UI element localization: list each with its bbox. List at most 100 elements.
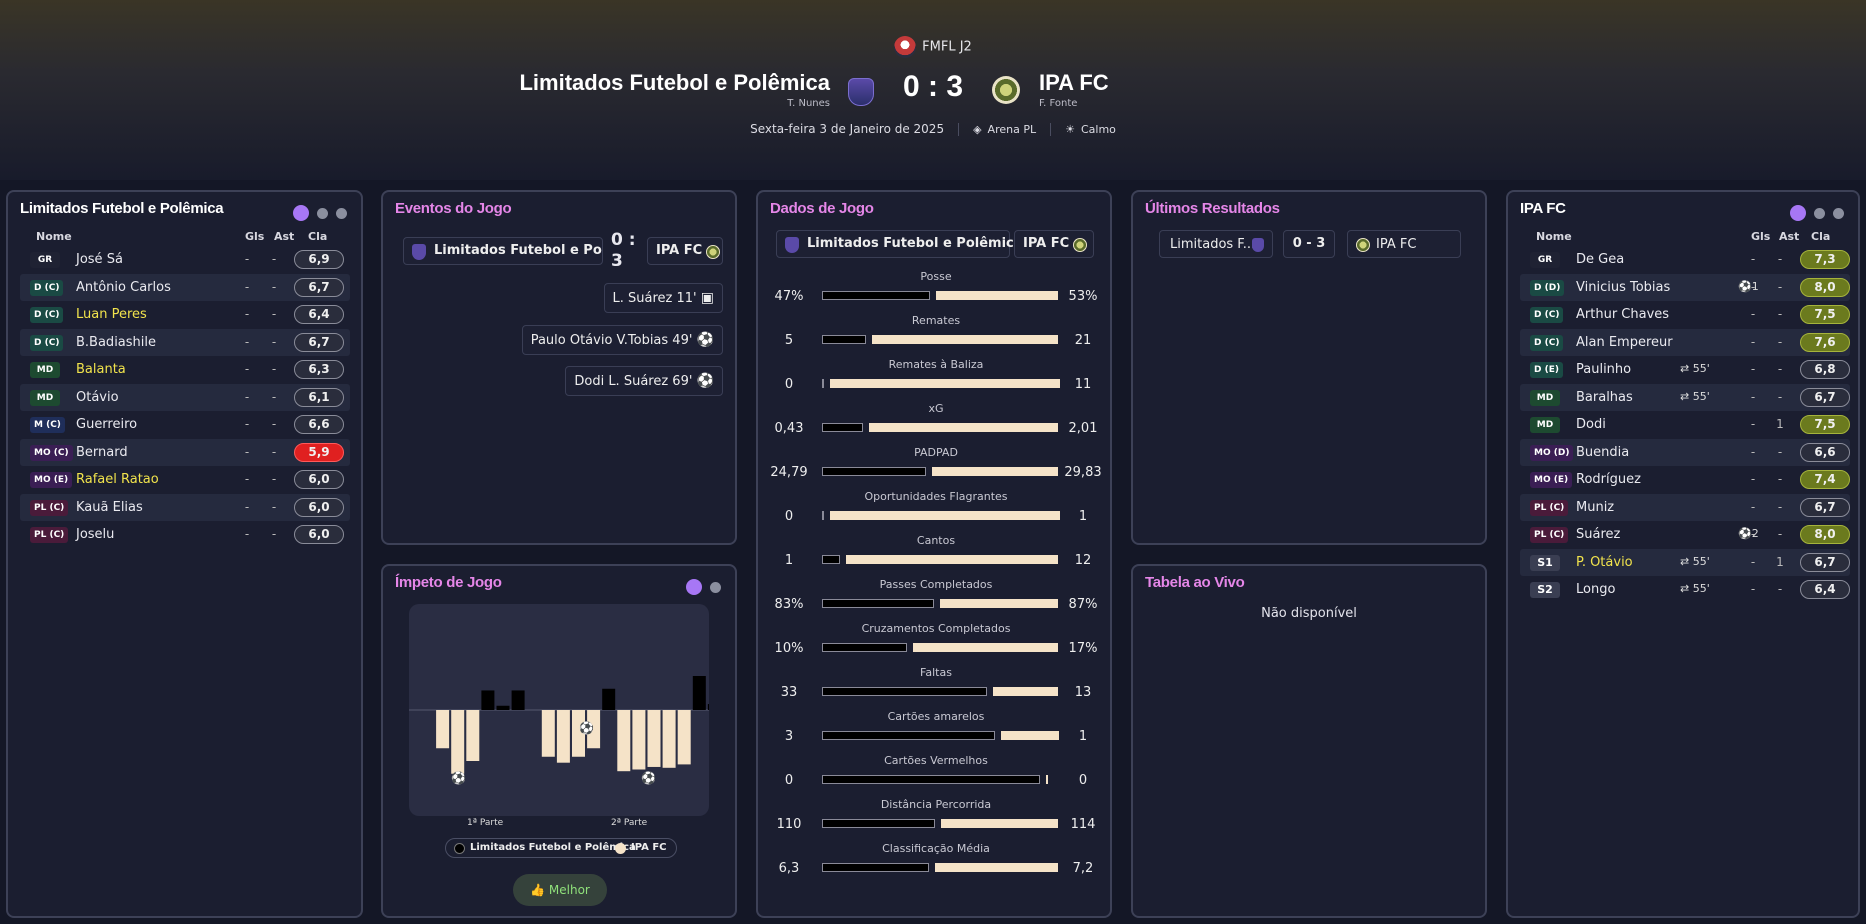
player-row[interactable]: D (C) Alan Empereur - - 7,6 [1520,328,1850,356]
player-row[interactable]: MD Balanta - - 6,3 [20,356,350,384]
player-row[interactable]: PL (C) Kauã Elias - - 6,0 [20,493,350,521]
page-dot[interactable] [710,582,721,593]
player-goals: - [244,417,250,431]
player-name[interactable]: Buendia [1576,444,1630,460]
position-badge: D (E) [1530,362,1563,378]
player-row[interactable]: S1 P. Otávio ⇄ 55' - 1 6,7 [1520,548,1850,576]
player-name[interactable]: Arthur Chaves [1576,307,1670,322]
player-name[interactable]: Vinicius Tobias [1576,279,1671,295]
page-dot[interactable] [1814,208,1825,219]
panel-pager [285,204,347,223]
player-name[interactable]: Rafael Ratao [76,472,159,487]
player-row[interactable]: D (C) Antônio Carlos - - 6,7 [20,273,350,301]
player-name[interactable]: B.Badiashile [76,334,156,350]
player-assists: 1 [1776,417,1784,431]
header-name[interactable]: Nome [36,230,72,243]
page-dot[interactable] [1833,208,1844,219]
player-row[interactable]: MO (C) Bernard - - 5,9 [20,438,350,466]
player-name[interactable]: Alan Empereur [1576,334,1673,350]
result-away-team[interactable]: IPA FC [1347,230,1461,258]
player-row[interactable]: MO (E) Rodríguez - - 7,4 [1520,466,1850,494]
header-gls[interactable]: Gls [1751,230,1771,243]
player-row[interactable]: GR De Gea - - 7,3 [1520,246,1850,274]
player-name[interactable]: Longo [1576,582,1616,597]
header-cla[interactable]: Cla [308,230,328,243]
result-home-team[interactable]: Limitados F... [1159,230,1273,258]
player-row[interactable]: PL (C) Joselu - - 6,0 [20,521,350,549]
player-name[interactable]: Otávio [76,389,119,405]
player-row[interactable]: M (C) Guerreiro - - 6,6 [20,411,350,439]
player-name[interactable]: Rodríguez [1576,472,1641,487]
player-name[interactable]: Suárez [1576,527,1621,542]
player-rating: 6,4 [294,305,344,324]
player-row[interactable]: D (C) Luan Peres - - 6,4 [20,301,350,329]
match-date: Sexta-feira 3 de Janeiro de 2025 [750,122,945,136]
player-name[interactable]: Luan Peres [76,307,147,322]
player-name[interactable]: Bernard [76,444,128,460]
page-dot-active[interactable] [293,205,309,221]
result-score[interactable]: 0 - 3 [1283,230,1335,258]
player-row[interactable]: MO (D) Buendia - - 6,6 [1520,438,1850,466]
player-row[interactable]: MD Dodi - 1 7,5 [1520,411,1850,439]
player-name[interactable]: Baralhas [1576,389,1633,405]
position-badge: MO (E) [1530,472,1573,488]
panel-title: Limitados Futebol e Polêmica [20,200,224,217]
page-dot[interactable] [317,208,328,219]
player-name[interactable]: José Sá [76,252,123,267]
player-row[interactable]: GR José Sá - - 6,9 [20,246,350,274]
event-item[interactable]: Paulo Otávio V.Tobias 49' ⚽ [521,325,723,355]
away-team-name[interactable]: IPA FC [1039,70,1109,95]
home-team-name[interactable]: Limitados Futebol e Polêmica [519,70,830,95]
stat-away-value: 2,01 [1068,421,1098,436]
player-row[interactable]: MD Baralhas ⇄ 55' - - 6,7 [1520,383,1850,411]
stat-away-bar [1046,775,1048,784]
player-assists: - [271,527,277,541]
page-dot-active[interactable] [1790,205,1806,221]
player-name[interactable]: Dodi [1576,417,1606,432]
player-rating: 6,8 [1800,360,1850,379]
player-rating: 6,7 [294,332,344,352]
player-name[interactable]: Balanta [76,362,126,377]
competition: FMFL J2 [0,36,1866,58]
player-assists: - [1777,362,1783,376]
event-item[interactable]: Dodi L. Suárez 69' ⚽ [565,366,723,396]
player-row[interactable]: PL (C) Suárez ⚽2- -8,0 [1520,521,1850,549]
player-row[interactable]: S2 Longo ⇄ 55' - - 6,4 [1520,576,1850,604]
page-dot-active[interactable] [686,579,702,595]
player-row[interactable]: MD Otávio - - 6,1 [20,383,350,411]
player-name[interactable]: Guerreiro [76,417,138,432]
stat-home-bar [822,335,866,344]
away-team-block[interactable]: IPA FC F. Fonte [1039,70,1109,109]
player-name[interactable]: P. Otávio [1576,554,1633,570]
stat-away-value: 21 [1074,333,1092,348]
player-name[interactable]: Kauã Elias [76,499,143,515]
player-row[interactable]: PL (C) Muniz - - 6,7 [1520,493,1850,521]
stat-label: Cartões amarelos [887,710,985,723]
player-name[interactable]: Muniz [1576,499,1615,515]
player-row[interactable]: D (D) Vinicius Tobias ⚽1- -8,0 [1520,273,1850,301]
header-ast[interactable]: Ast [274,230,295,243]
player-row[interactable]: MO (E) Rafael Ratao - - 6,0 [20,466,350,494]
not-available-message: Não disponível [1261,606,1357,621]
home-team-label: Limitados Futebol e Polê... [434,243,602,258]
player-name[interactable]: Paulinho [1576,362,1632,377]
header-ast[interactable]: Ast [1779,230,1800,243]
stat-row: PADPAD 24,79 29,83 [768,446,1104,490]
player-name[interactable]: Joselu [76,527,115,542]
player-row[interactable]: D (C) Arthur Chaves - - 7,5 [1520,301,1850,329]
header-cla[interactable]: Cla [1811,230,1831,243]
player-name[interactable]: De Gea [1576,252,1625,267]
event-item[interactable]: L. Suárez 11' ▣ [603,283,723,313]
player-rating: 6,6 [294,415,344,434]
stat-row: Remates à Baliza 0 11 [768,358,1104,402]
stats-home-team: Limitados Futebol e Polêmica [776,230,1023,258]
player-name[interactable]: Antônio Carlos [76,279,171,295]
header-name[interactable]: Nome [1536,230,1572,243]
page-dot[interactable] [336,208,347,219]
player-row[interactable]: D (E) Paulinho ⇄ 55' - - 6,8 [1520,356,1850,384]
home-team-block[interactable]: Limitados Futebol e Polêmica T. Nunes [519,70,830,109]
results-panel: Últimos Resultados Limitados F... 0 - 3 … [1131,190,1487,545]
best-button[interactable]: 👍 Melhor [513,874,607,906]
header-gls[interactable]: Gls [245,230,265,243]
player-row[interactable]: D (C) B.Badiashile - - 6,7 [20,328,350,356]
